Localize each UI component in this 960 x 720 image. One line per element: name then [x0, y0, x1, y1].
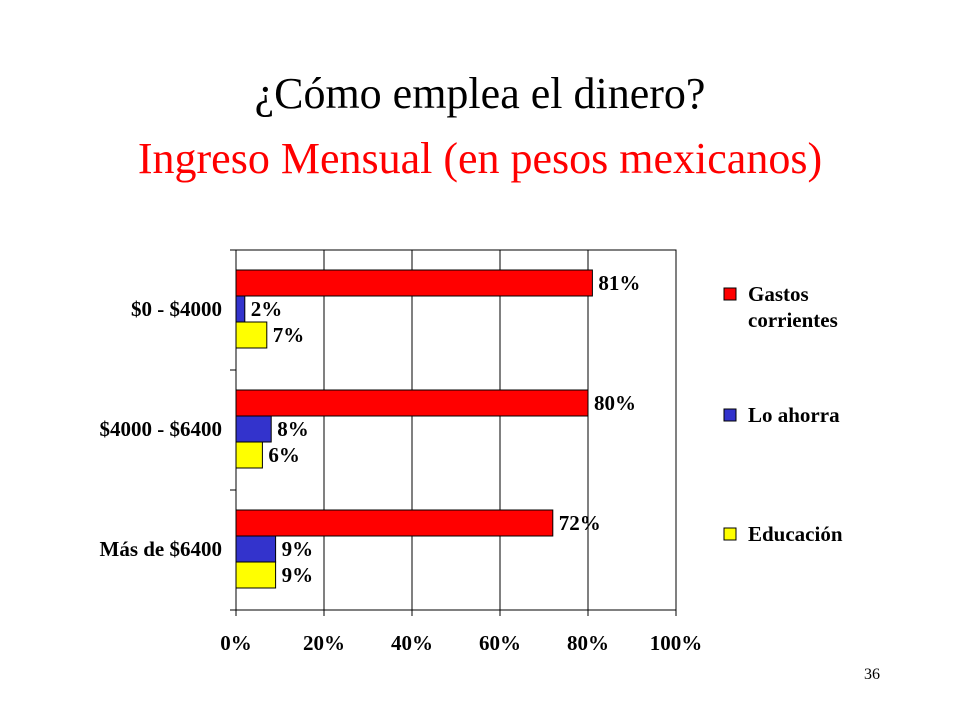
data-label: 80%: [594, 391, 636, 415]
data-label: 7%: [273, 323, 305, 347]
category-label: Más de $6400: [100, 537, 223, 561]
data-label: 9%: [282, 537, 314, 561]
bar: [235, 535, 277, 563]
bar: [235, 561, 277, 589]
category-label: $4000 - $6400: [100, 417, 223, 441]
bar: [235, 389, 589, 417]
category-label: $0 - $4000: [131, 297, 222, 321]
bar: [235, 415, 272, 443]
slide-title: ¿Cómo emplea el dinero?: [254, 69, 706, 118]
x-tick-label: 60%: [479, 631, 521, 655]
legend-swatch: [723, 527, 737, 541]
x-tick-label: 0%: [220, 631, 252, 655]
slide-subtitle: Ingreso Mensual (en pesos mexicanos): [137, 134, 823, 183]
bar: [235, 321, 268, 349]
x-tick-label: 20%: [303, 631, 345, 655]
bar: [235, 269, 593, 297]
legend-label: corrientes: [748, 308, 838, 332]
data-label: 9%: [282, 563, 314, 587]
legend-label: Gastos: [748, 282, 809, 306]
data-label: 2%: [251, 297, 282, 321]
page-number: 36: [864, 666, 880, 683]
bar: [235, 509, 554, 537]
legend-label: Educación: [748, 522, 843, 546]
data-label: 8%: [277, 417, 309, 441]
legend-label: Lo ahorra: [748, 403, 840, 427]
x-tick-label: 40%: [391, 631, 433, 655]
data-label: 72%: [559, 511, 601, 535]
data-label: 81%: [598, 271, 640, 295]
bar: [235, 441, 263, 469]
bar: [235, 295, 246, 323]
legend-swatch: [723, 408, 737, 422]
data-label: 6%: [268, 443, 300, 467]
legend-swatch: [723, 287, 737, 301]
x-tick-label: 100%: [650, 631, 703, 655]
x-tick-label: 80%: [567, 631, 609, 655]
